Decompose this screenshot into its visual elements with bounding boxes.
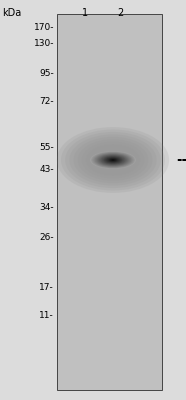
Ellipse shape xyxy=(103,156,123,164)
Ellipse shape xyxy=(73,137,153,183)
Text: 11-: 11- xyxy=(39,310,54,320)
Ellipse shape xyxy=(106,157,120,163)
Ellipse shape xyxy=(96,153,130,167)
Ellipse shape xyxy=(110,159,116,161)
Ellipse shape xyxy=(104,156,122,164)
Text: 72-: 72- xyxy=(39,98,54,106)
Ellipse shape xyxy=(78,139,148,181)
Ellipse shape xyxy=(82,142,144,178)
Ellipse shape xyxy=(86,144,140,176)
Ellipse shape xyxy=(98,154,128,166)
Ellipse shape xyxy=(65,132,161,188)
Text: 17-: 17- xyxy=(39,282,54,292)
Ellipse shape xyxy=(90,151,136,169)
Ellipse shape xyxy=(97,154,129,166)
Text: 1: 1 xyxy=(82,8,88,18)
Ellipse shape xyxy=(69,134,157,186)
Ellipse shape xyxy=(93,152,133,168)
Ellipse shape xyxy=(108,158,118,162)
Ellipse shape xyxy=(92,152,134,168)
Ellipse shape xyxy=(111,159,115,161)
Ellipse shape xyxy=(91,152,135,168)
Text: 26-: 26- xyxy=(39,232,54,242)
Bar xyxy=(57,14,162,390)
Text: 130-: 130- xyxy=(33,40,54,48)
Text: 34-: 34- xyxy=(39,202,54,212)
Ellipse shape xyxy=(102,156,124,164)
Ellipse shape xyxy=(105,157,121,163)
Text: 55-: 55- xyxy=(39,142,54,152)
Ellipse shape xyxy=(57,127,169,193)
Ellipse shape xyxy=(100,155,126,165)
Text: kDa: kDa xyxy=(2,8,21,18)
Text: 2: 2 xyxy=(117,8,123,18)
Text: 170-: 170- xyxy=(33,24,54,32)
Ellipse shape xyxy=(95,153,131,167)
Ellipse shape xyxy=(99,154,127,166)
Text: 43-: 43- xyxy=(39,166,54,174)
Ellipse shape xyxy=(107,158,119,162)
Ellipse shape xyxy=(61,130,165,190)
Text: 95-: 95- xyxy=(39,68,54,78)
